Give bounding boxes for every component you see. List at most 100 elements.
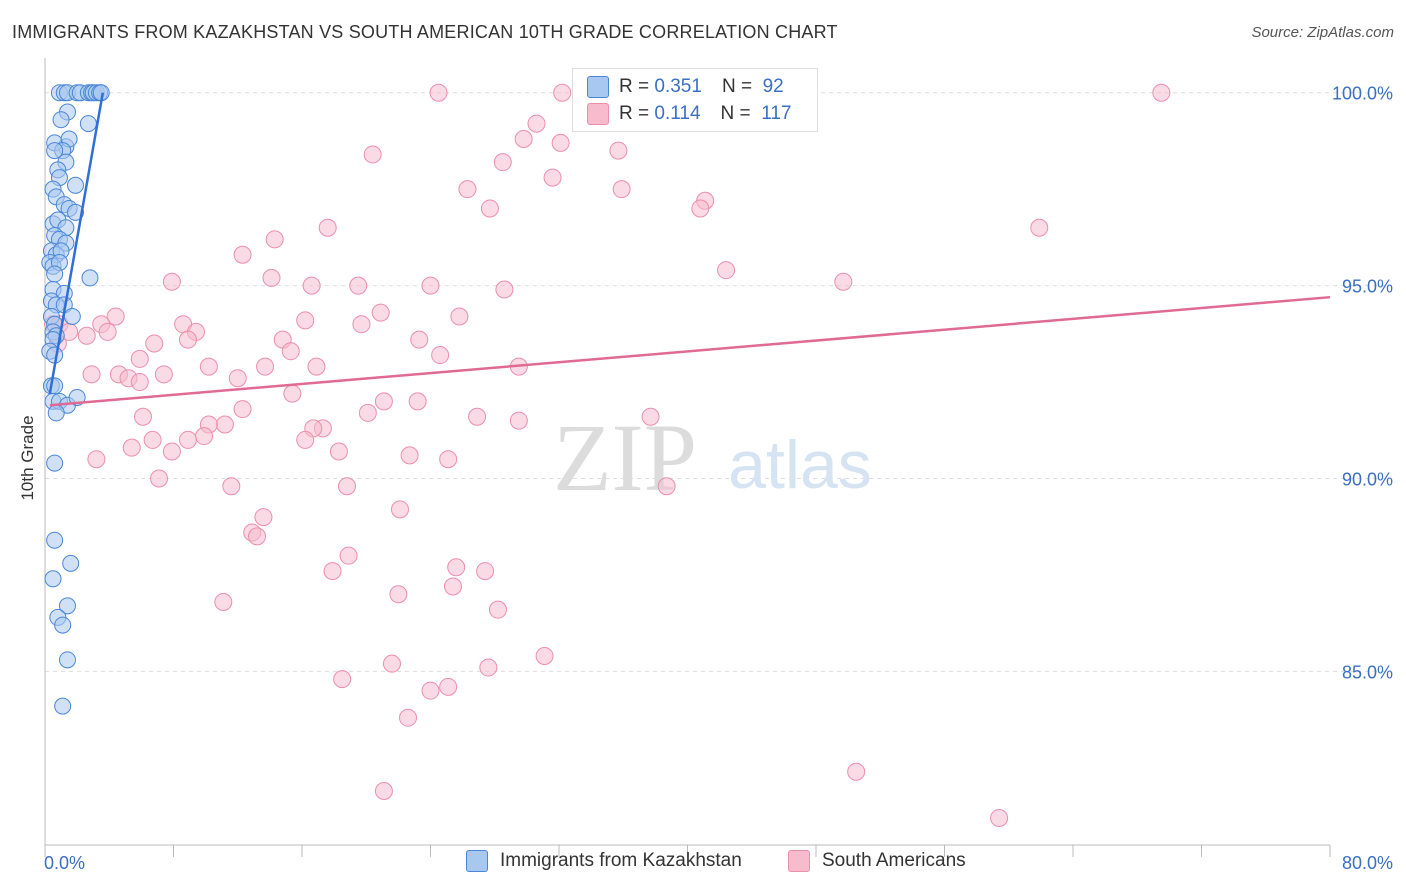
data-point-south-americans — [363, 145, 382, 164]
data-point-south-americans — [143, 430, 162, 449]
data-point-south-americans — [389, 585, 408, 604]
data-point-south-americans — [296, 311, 315, 330]
data-point-south-americans — [162, 442, 181, 461]
legend-r-label: R = — [619, 76, 650, 97]
data-point-south-americans — [480, 199, 499, 218]
legend-swatch-blue — [587, 76, 609, 98]
data-point-south-americans — [215, 415, 234, 434]
data-point-south-americans — [214, 592, 233, 611]
data-point-south-americans — [410, 330, 429, 349]
bottom-legend-swatch-pink — [788, 850, 810, 872]
legend-r-value-1: 0.351 — [654, 76, 702, 97]
stats-legend: R = 0.351 N = 92 R = 0.114 N = 117 — [572, 68, 818, 132]
data-point-kazakhstan — [46, 531, 64, 549]
data-point-south-americans — [98, 322, 117, 341]
data-point-south-americans — [307, 357, 326, 376]
data-point-south-americans — [390, 500, 409, 519]
y-tick-label: 100.0% — [1332, 84, 1393, 104]
data-point-south-americans — [657, 477, 676, 496]
data-point-south-americans — [281, 342, 300, 361]
data-point-kazakhstan — [63, 307, 81, 325]
data-point-south-americans — [447, 558, 466, 577]
data-point-south-americans — [228, 369, 247, 388]
data-point-south-americans — [106, 307, 125, 326]
trend-lines — [48, 92, 1331, 407]
data-point-south-americans — [145, 334, 164, 353]
data-point-south-americans — [122, 438, 141, 457]
data-point-kazakhstan — [79, 115, 97, 133]
data-point-south-americans — [318, 218, 337, 237]
data-point-south-americans — [535, 646, 554, 665]
data-point-south-americans — [130, 373, 149, 392]
watermark-atlas: atlas — [728, 427, 872, 503]
data-point-south-americans — [178, 330, 197, 349]
bottom-legend-label-2: South Americans — [822, 850, 966, 871]
data-point-south-americans — [408, 392, 427, 411]
data-point-south-americans — [262, 268, 281, 287]
bottom-legend-swatch-blue — [466, 850, 488, 872]
bottom-legend-south-americans: South Americans — [788, 850, 966, 872]
legend-n-value-1: 92 — [762, 76, 784, 97]
blue-series-points — [41, 84, 110, 715]
trend-line-kazakhstan — [48, 92, 105, 394]
data-point-south-americans — [352, 315, 371, 334]
data-point-south-americans — [509, 411, 528, 430]
legend-n-value-2: 117 — [761, 103, 792, 124]
data-point-south-americans — [514, 130, 533, 149]
data-point-kazakhstan — [54, 616, 72, 634]
data-point-south-americans — [233, 245, 252, 264]
data-point-kazakhstan — [44, 570, 62, 588]
data-point-kazakhstan — [62, 554, 80, 572]
data-point-south-americans — [553, 83, 572, 102]
data-point-kazakhstan — [67, 176, 85, 194]
trend-line-south-americans — [49, 295, 1331, 407]
data-point-kazakhstan — [52, 111, 70, 129]
data-point-south-americans — [834, 272, 853, 291]
data-point-south-americans — [717, 261, 736, 280]
data-point-south-americans — [222, 477, 241, 496]
data-point-south-americans — [431, 346, 450, 365]
data-point-kazakhstan — [47, 404, 65, 422]
data-point-south-americans — [302, 276, 321, 295]
data-point-south-americans — [439, 450, 458, 469]
data-point-south-americans — [476, 562, 495, 581]
data-point-south-americans — [400, 446, 419, 465]
data-point-south-americans — [254, 508, 273, 527]
data-point-south-americans — [609, 141, 628, 160]
data-point-south-americans — [87, 450, 106, 469]
data-point-south-americans — [421, 276, 440, 295]
data-point-south-americans — [479, 658, 498, 677]
data-point-south-americans — [256, 357, 275, 376]
data-point-south-americans — [339, 546, 358, 565]
data-point-south-americans — [551, 133, 570, 152]
bottom-legend-kazakhstan: Immigrants from Kazakhstan — [466, 850, 742, 872]
chart-title: IMMIGRANTS FROM KAZAKHSTAN VS SOUTH AMER… — [12, 22, 838, 42]
bottom-legend-label-1: Immigrants from Kazakhstan — [500, 850, 742, 871]
data-point-south-americans — [77, 326, 96, 345]
data-point-kazakhstan — [58, 597, 76, 615]
data-point-south-americans — [495, 280, 514, 299]
data-point-south-americans — [458, 180, 477, 199]
data-point-kazakhstan — [67, 203, 85, 221]
data-point-south-americans — [399, 708, 418, 727]
data-point-south-americans — [450, 307, 469, 326]
data-point-south-americans — [1152, 83, 1171, 102]
y-tick-labels: 85.0% 90.0% 95.0% 100.0% — [1332, 84, 1393, 683]
data-point-south-americans — [283, 384, 302, 403]
watermark-zip: ZIP — [553, 404, 697, 511]
grid-lines — [45, 92, 1390, 672]
data-point-south-americans — [150, 469, 169, 488]
data-point-south-americans — [329, 442, 348, 461]
data-point-south-americans — [195, 427, 214, 446]
data-point-kazakhstan — [81, 269, 99, 287]
data-point-south-americans — [468, 407, 487, 426]
data-point-south-americans — [612, 180, 631, 199]
legend-swatch-pink — [587, 103, 609, 125]
y-tick-label: 85.0% — [1342, 662, 1393, 682]
data-point-south-americans — [691, 199, 710, 218]
data-point-south-americans — [349, 276, 368, 295]
legend-n-label: N = — [721, 76, 753, 97]
legend-n-label: N = — [720, 103, 751, 124]
data-point-south-americans — [82, 365, 101, 384]
data-point-south-americans — [382, 654, 401, 673]
